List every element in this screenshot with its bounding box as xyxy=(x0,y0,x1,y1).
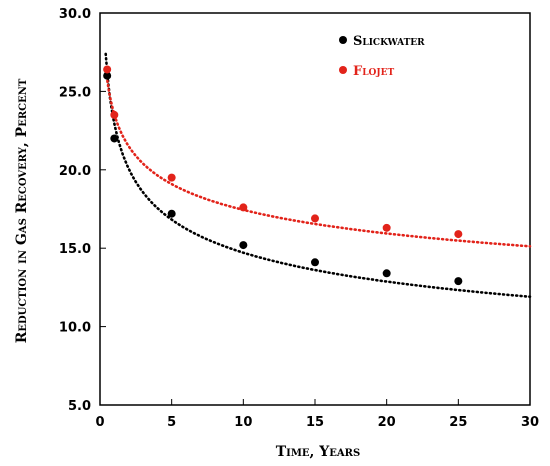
y-tick-label: 20.0 xyxy=(59,164,91,179)
trendlines xyxy=(104,52,532,299)
data-point-series-0 xyxy=(382,269,391,278)
x-tick-label: 20 xyxy=(378,415,396,430)
data-point-series-1 xyxy=(311,214,319,223)
legend-label: Flojet xyxy=(353,64,395,79)
legend: Slickwater Flojet xyxy=(339,34,425,79)
y-tick-label: 15.0 xyxy=(59,242,91,257)
data-point-series-0 xyxy=(239,241,248,250)
x-axis-title: Time, Years xyxy=(276,444,360,460)
data-point-series-0 xyxy=(167,209,176,218)
data-point-series-1 xyxy=(110,110,119,119)
x-tick-label: 25 xyxy=(449,415,467,430)
x-tick-label: 0 xyxy=(95,415,104,430)
x-tick-label: 15 xyxy=(306,415,324,430)
trendline-1 xyxy=(104,66,532,248)
plot-area xyxy=(99,12,531,406)
legend-label: Slickwater xyxy=(353,34,425,49)
data-point-series-1 xyxy=(239,203,248,212)
data-point-series-0 xyxy=(110,134,119,143)
y-tick-label: 10.0 xyxy=(59,321,91,336)
x-axis-ticks: 0 5 10 15 20 25 30 xyxy=(95,399,539,430)
y-tick-label: 25.0 xyxy=(59,85,91,100)
x-tick-label: 5 xyxy=(167,415,176,430)
data-point-series-0 xyxy=(311,258,319,267)
data-point-series-0 xyxy=(454,277,463,286)
y-axis-title: Reduction in Gas Recovery, Percent xyxy=(14,78,30,343)
data-point-series-1 xyxy=(103,65,112,74)
legend-marker xyxy=(339,66,347,74)
y-tick-label: 30.0 xyxy=(59,7,91,22)
y-axis-ticks: 5.0 10.0 15.0 20.0 25.0 30.0 xyxy=(59,7,106,414)
x-tick-label: 10 xyxy=(234,415,252,430)
legend-marker xyxy=(339,36,347,44)
trendline-0 xyxy=(104,52,532,299)
data-point-series-1 xyxy=(382,223,391,232)
data-point-series-0 xyxy=(103,71,112,80)
y-tick-label: 5.0 xyxy=(68,399,91,414)
data-points xyxy=(103,65,463,286)
data-point-series-1 xyxy=(454,230,463,239)
data-point-series-1 xyxy=(167,173,176,182)
x-tick-label: 30 xyxy=(521,415,539,430)
